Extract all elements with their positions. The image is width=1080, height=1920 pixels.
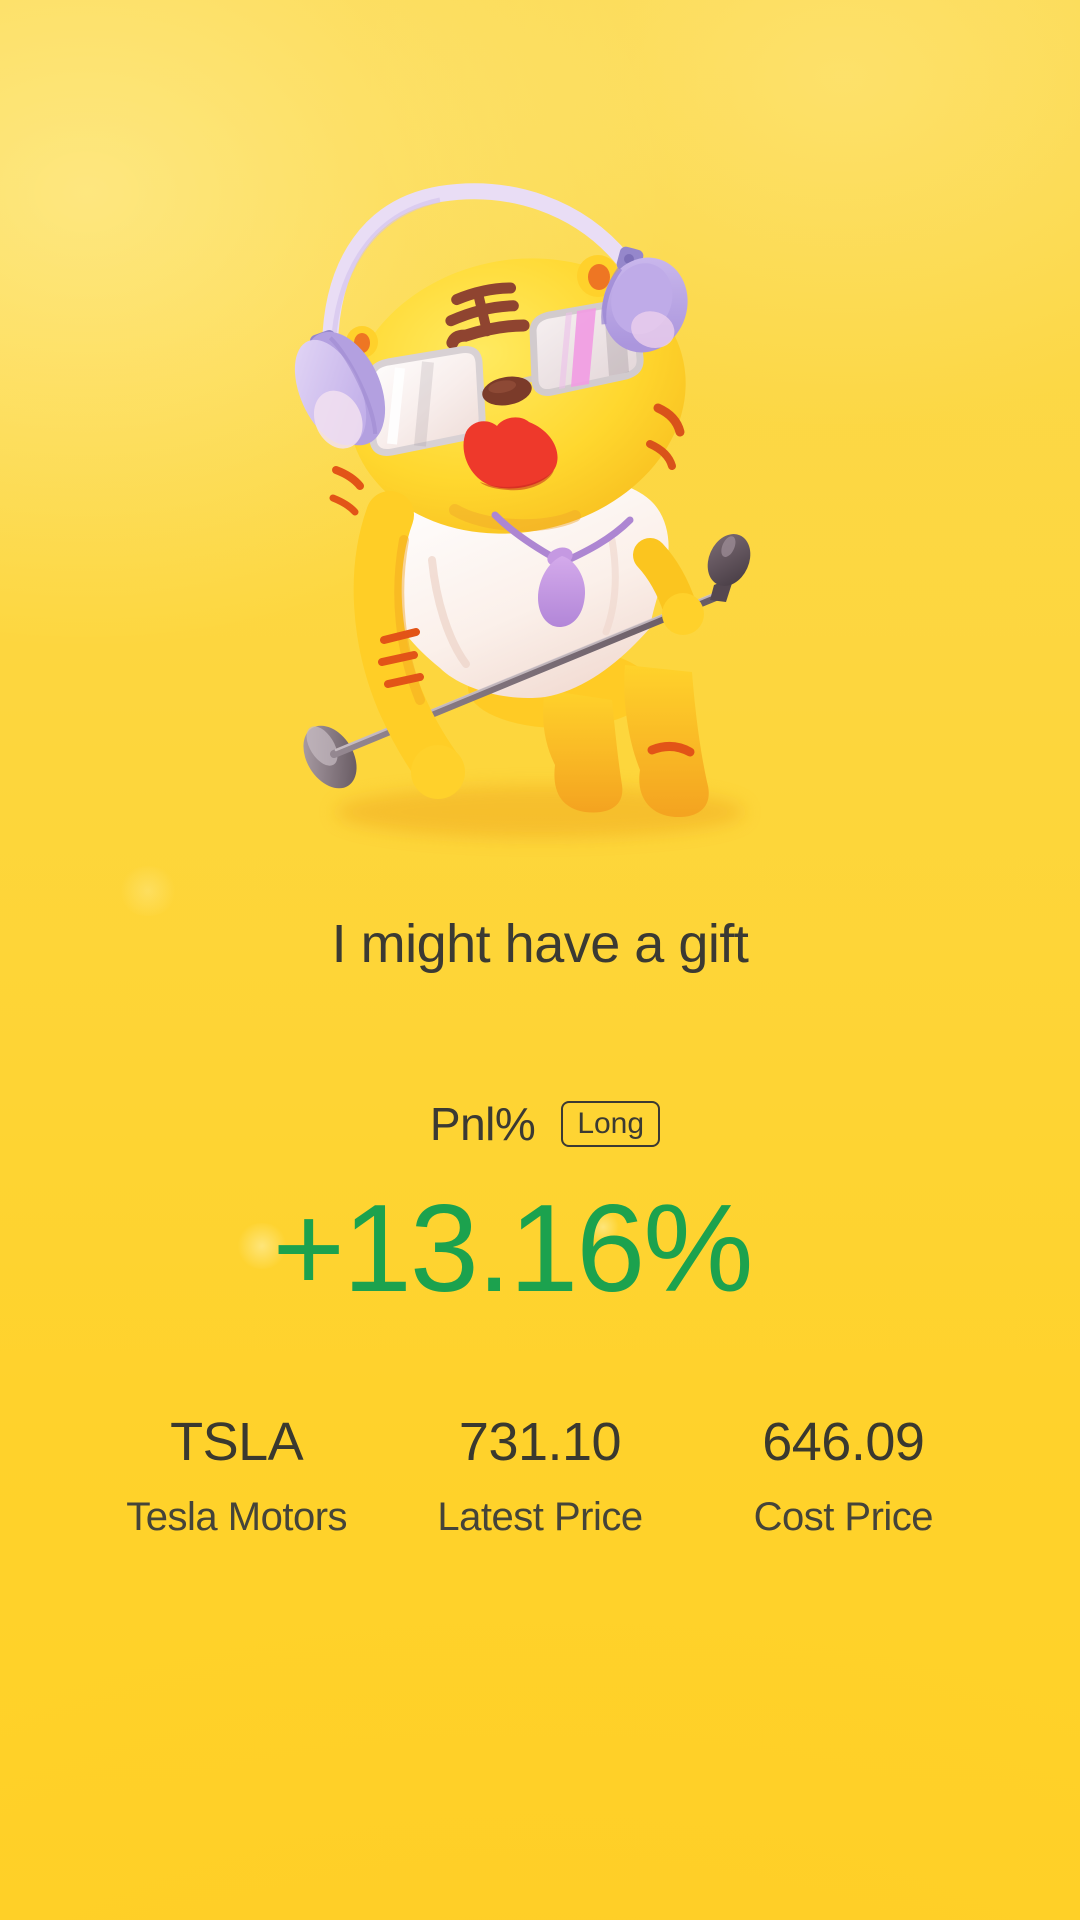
latest-price-label: Latest Price: [437, 1495, 643, 1539]
cost-price-label: Cost Price: [753, 1495, 934, 1539]
latest-price-value: 731.10: [458, 1412, 622, 1472]
position-direction-badge: Long: [561, 1100, 661, 1148]
stat-latest-price: 731.10 Latest Price: [388, 1414, 691, 1538]
stats-row: TSLA Tesla Motors 731.10 Latest Price 64…: [85, 1414, 995, 1538]
pnl-metric-label: Pnl%: [429, 1098, 536, 1150]
cost-price-value: 646.09: [762, 1412, 925, 1472]
pnl-label-row: Pnl% Long: [5, 1096, 1080, 1152]
symbol-value: TSLA: [170, 1412, 304, 1472]
pnl-percentage-value: +13.16%: [272, 1180, 754, 1318]
message-title: I might have a gift: [331, 914, 749, 974]
stat-cost-price: 646.09 Cost Price: [692, 1414, 995, 1538]
symbol-label: Tesla Motors: [126, 1495, 348, 1539]
stat-symbol: TSLA Tesla Motors: [85, 1414, 388, 1538]
